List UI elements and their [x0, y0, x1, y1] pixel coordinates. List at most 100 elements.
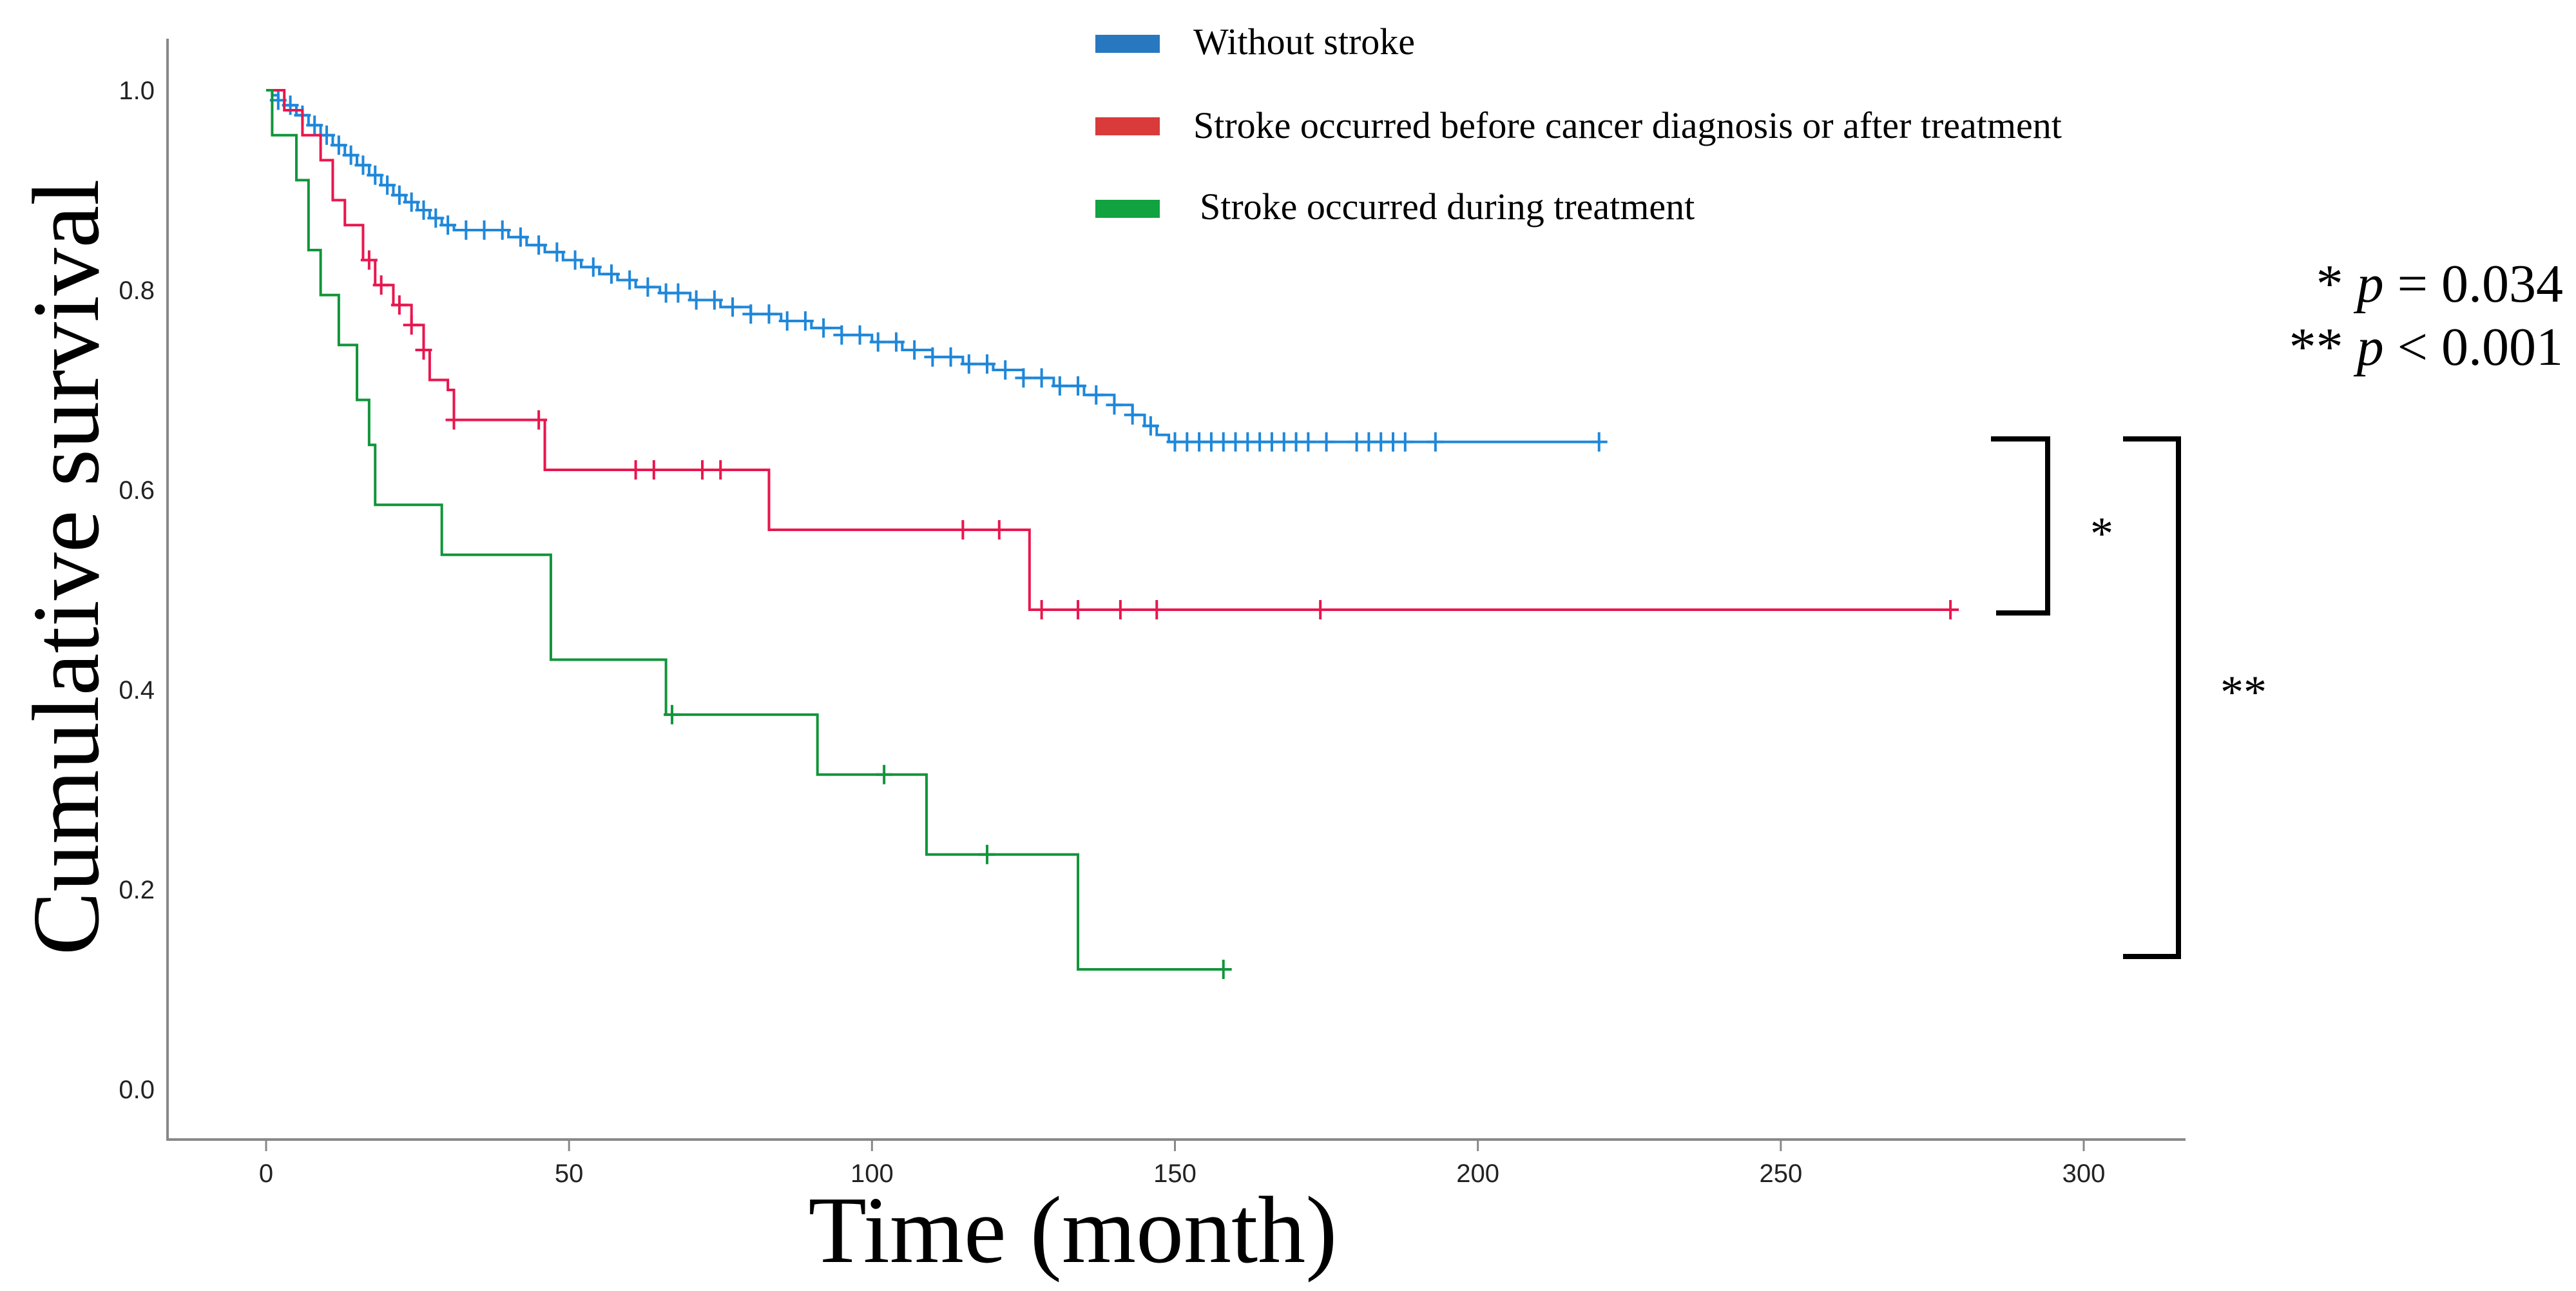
censor-mark: [760, 304, 778, 324]
legend-swatch-stroke-before-or-after: [1095, 117, 1160, 135]
censor-mark: [1106, 395, 1123, 415]
censor-mark: [669, 283, 687, 303]
p-value-2-symbol: p: [2354, 317, 2384, 377]
censor-mark: [512, 227, 529, 247]
significance-bracket-large: **: [2123, 436, 2267, 959]
censor-mark: [1942, 600, 1959, 619]
x-tick-label: 200: [1456, 1160, 1499, 1188]
p-value-annotation: * p = 0.034 ** p < 0.001: [2289, 254, 2563, 377]
censor-mark: [869, 332, 887, 352]
y-tick-label: 0.0: [119, 1076, 155, 1104]
censor-mark: [403, 315, 420, 335]
censor-mark: [833, 325, 851, 345]
censor-mark: [1318, 432, 1335, 452]
censor-mark: [584, 257, 602, 277]
censor-mark: [1215, 960, 1232, 979]
censor-mark: [1124, 405, 1141, 425]
censor-mark: [724, 297, 742, 317]
censor-mark: [645, 460, 662, 480]
x-tick-label: 50: [555, 1160, 584, 1188]
p-value-1-symbol: p: [2354, 254, 2384, 314]
censor-mark: [403, 192, 420, 212]
legend-label-stroke-during-treatment: Stroke occurred during treatment: [1200, 186, 1695, 228]
p-value-2-stars: **: [2289, 317, 2343, 377]
bracket-small-label: *: [2090, 508, 2113, 559]
censor-mark: [1111, 600, 1129, 619]
censor-mark: [1312, 600, 1329, 619]
censor-mark: [360, 250, 378, 270]
y-tick-label: 0.4: [119, 676, 155, 704]
censor-mark: [997, 360, 1014, 380]
censor-mark: [815, 318, 832, 338]
censor-mark: [1070, 376, 1087, 396]
legend-item-stroke-during-treatment: Stroke occurred during treatment: [1095, 186, 1695, 228]
series-layer: [266, 89, 1959, 979]
legend-swatch-without-stroke: [1095, 35, 1160, 53]
censor-mark: [379, 175, 396, 195]
censor-mark: [1051, 376, 1068, 396]
censor-mark: [887, 332, 905, 352]
censor-mark: [796, 311, 814, 331]
censor-mark: [924, 347, 941, 367]
p-value-2-value: < 0.001: [2384, 317, 2563, 377]
censor-mark: [1148, 600, 1166, 619]
x-tick-label: 250: [1759, 1160, 1802, 1188]
legend-item-without-stroke: Without stroke: [1095, 21, 1415, 63]
p-value-1-value: = 0.034: [2384, 254, 2563, 314]
censor-mark: [306, 115, 323, 135]
censor-mark: [427, 208, 445, 228]
censor-mark: [942, 347, 959, 367]
x-tick-label: 300: [2062, 1160, 2106, 1188]
censor-mark: [990, 520, 1008, 539]
censor-mark: [457, 220, 475, 240]
legend: Without stroke Stroke occurred before ca…: [1095, 21, 2062, 228]
p-value-line-2: ** p < 0.001: [2289, 317, 2563, 377]
censor-mark: [742, 304, 760, 324]
censor-mark: [979, 354, 995, 374]
censor-mark: [851, 325, 869, 345]
censor-mark: [694, 460, 711, 480]
bracket-small-line: [1991, 436, 2050, 616]
series-stroke-occurred-before-cancer-diagnosis-or-after-treatment: [266, 89, 1959, 619]
censor-mark: [1142, 416, 1159, 436]
censor-mark: [342, 145, 360, 165]
censor-mark: [979, 844, 995, 864]
censor-mark: [548, 242, 566, 262]
x-tick-label: 150: [1153, 1160, 1197, 1188]
censor-mark: [639, 277, 657, 297]
y-tick-label: 1.0: [119, 77, 155, 105]
censor-mark: [706, 290, 723, 310]
series-without-stroke: [266, 89, 1608, 452]
censor-mark: [330, 135, 347, 155]
legend-label-stroke-before-or-after: Stroke occurred before cancer diagnosis …: [1193, 104, 2062, 146]
censor-mark: [1033, 600, 1050, 619]
legend-label-without-stroke: Without stroke: [1193, 21, 1415, 63]
bracket-large-line: [2123, 436, 2181, 959]
censor-mark: [566, 250, 584, 270]
p-value-line-1: * p = 0.034: [2316, 254, 2563, 314]
y-axis-title: Cumulative survival: [14, 179, 119, 955]
censor-mark: [1427, 432, 1444, 452]
censor-mark: [906, 340, 923, 360]
significance-bracket-small: *: [1991, 436, 2113, 616]
censor-mark: [354, 155, 372, 175]
legend-swatch-stroke-during-treatment: [1095, 200, 1160, 218]
bracket-large-label: **: [2220, 666, 2267, 718]
y-axis-ticks: 0.0 0.2 0.4 0.6 0.8 1.0: [119, 77, 155, 1104]
censor-mark: [1590, 432, 1608, 452]
censor-mark: [1070, 600, 1087, 619]
censor-mark: [530, 410, 548, 430]
censor-mark: [664, 704, 681, 724]
censor-mark: [876, 764, 893, 784]
censor-mark: [602, 264, 620, 284]
censor-mark: [372, 275, 390, 295]
x-tick-label: 0: [259, 1160, 273, 1188]
survival-curve-stroke-occurred-before-cancer-diagnosis-or-after-treatment: [266, 89, 1951, 611]
y-tick-label: 0.2: [119, 876, 155, 904]
censor-mark: [954, 520, 972, 539]
axes: 0 50 100 150 200 250 300 0.0 0.2 0.4 0.6 0.8 1.0: [119, 39, 2186, 1188]
censor-mark: [476, 220, 493, 240]
censor-mark: [439, 215, 457, 235]
censor-mark: [367, 165, 384, 185]
